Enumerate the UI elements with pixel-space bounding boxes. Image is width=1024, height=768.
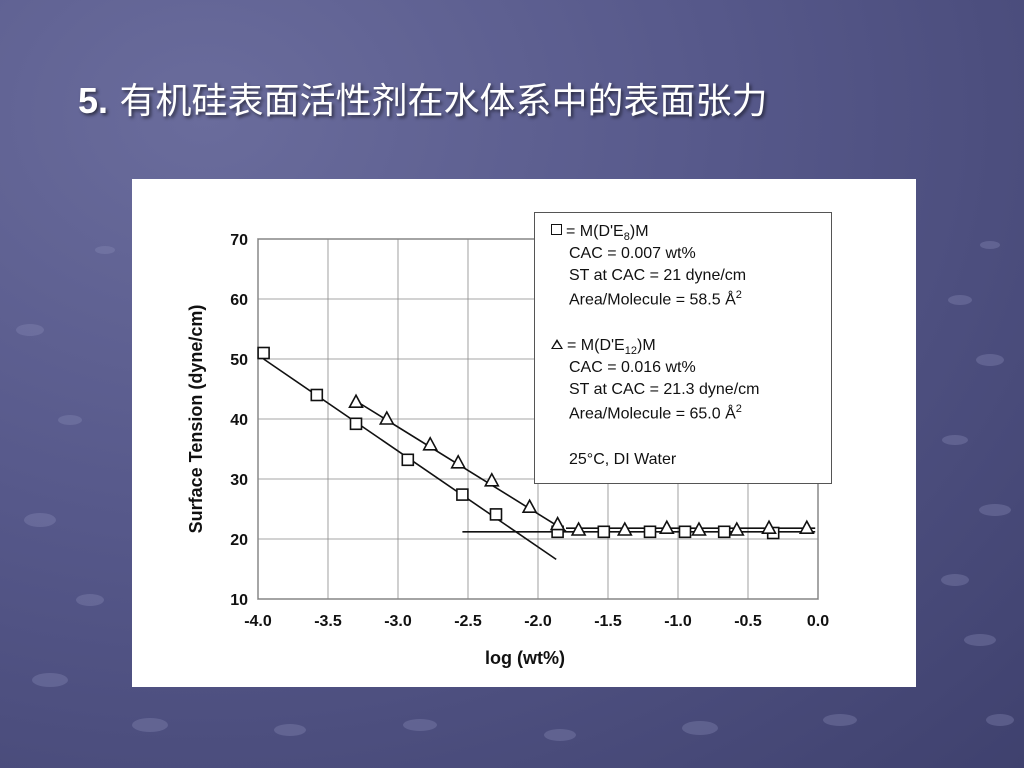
legend-series2-st: ST at CAC = 21.3 dyne/cm — [569, 381, 760, 398]
y-tick-label: 70 — [230, 232, 248, 249]
data-point-triangle — [798, 519, 815, 535]
data-point-triangle — [691, 521, 707, 536]
data-point-triangle — [348, 393, 364, 408]
x-tick-label: -0.5 — [734, 613, 762, 630]
data-point-triangle — [422, 436, 439, 451]
x-tick-label: -1.5 — [594, 613, 622, 630]
data-point-triangle — [570, 521, 587, 536]
x-axis-label: log (wt%) — [485, 648, 565, 668]
legend-series2-cac: CAC = 0.016 wt% — [569, 359, 696, 376]
legend-series1-st: ST at CAC = 21 dyne/cm — [569, 267, 747, 284]
legend-conditions: 25°C, DI Water — [569, 451, 677, 468]
x-tick-label: -2.5 — [454, 613, 482, 630]
data-point-square — [643, 525, 657, 539]
data-point-triangle — [483, 472, 500, 487]
x-tick-label: -3.5 — [314, 613, 342, 630]
data-point-triangle — [761, 519, 777, 535]
triangle-icon — [551, 339, 563, 349]
legend-series1-cac: CAC = 0.007 wt% — [569, 245, 696, 262]
data-point-triangle — [728, 521, 745, 536]
chart-ticks: -4.0 -3.5 -3.0 -2.5 -2.0 -1.5 -1.0 -0.5 0.0 10 20 3… — [230, 232, 829, 630]
legend-series1-name: = M(D'E8)M — [551, 223, 649, 243]
legend-series2-name: = M(D'E12)M — [551, 337, 656, 357]
data-point-square — [310, 388, 324, 402]
y-tick-label: 50 — [230, 352, 248, 369]
data-point-triangle — [450, 454, 467, 469]
x-tick-label: -1.0 — [664, 613, 692, 630]
data-point-triangle — [549, 515, 566, 531]
square-icon — [551, 224, 562, 235]
x-tick-label: -4.0 — [244, 613, 272, 630]
data-point-triangle — [616, 521, 633, 536]
data-point-triangle — [521, 498, 538, 514]
x-tick-label: -2.0 — [524, 613, 552, 630]
y-tick-label: 20 — [230, 532, 248, 549]
data-point-square — [717, 525, 731, 539]
y-tick-label: 30 — [230, 472, 248, 489]
data-point-triangle — [378, 410, 395, 425]
data-point-square — [597, 525, 611, 539]
data-point-square — [489, 508, 503, 521]
data-point-square — [678, 525, 692, 539]
chart-image: -4.0 -3.5 -3.0 -2.5 -2.0 -1.5 -1.0 -0.5 0.0 10 20 3… — [132, 179, 916, 687]
slide-title-text: 有机硅表面活性剂在水体系中的表面张力 — [119, 81, 768, 122]
data-point-square — [257, 346, 270, 360]
data-point-triangle — [658, 519, 675, 535]
slide-title-number: 5. — [78, 80, 109, 121]
legend-series1-area: Area/Molecule = 58.5 Å2 — [569, 289, 742, 309]
x-tick-label: 0.0 — [807, 613, 829, 630]
legend-series2-area: Area/Molecule = 65.0 Å2 — [569, 403, 742, 423]
y-axis-label: Surface Tension (dyne/cm) — [186, 305, 206, 534]
data-point-square — [456, 488, 469, 501]
x-tick-label: -3.0 — [384, 613, 412, 630]
slide-title: 5. 有机硅表面活性剂在水体系中的表面张力 — [78, 72, 768, 124]
y-tick-label: 40 — [230, 412, 248, 429]
y-tick-label: 10 — [230, 592, 248, 609]
data-point-square — [401, 453, 415, 467]
chart-markers — [257, 346, 815, 540]
chart-legend: = M(D'E8)M CAC = 0.007 wt% ST at CAC = 2… — [534, 212, 832, 484]
data-point-square — [349, 417, 363, 431]
y-tick-label: 60 — [230, 292, 248, 309]
